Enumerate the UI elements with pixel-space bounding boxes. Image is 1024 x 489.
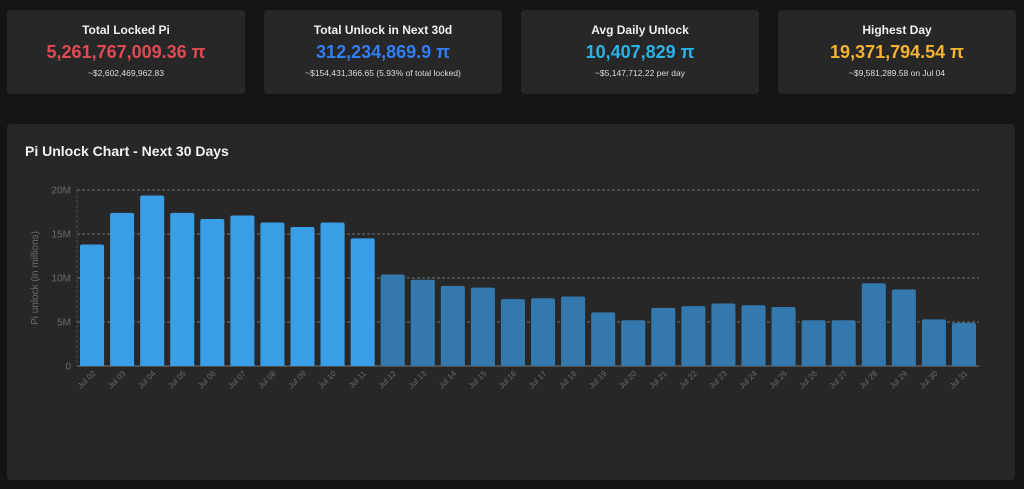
bar-jul-13 [410,279,435,366]
y-tick-label: 5M [57,318,71,329]
y-tick-label: 0 [65,362,71,373]
x-tick-label: Jul 29 [888,369,910,391]
bar-jul-16 [500,299,525,366]
bar-jul-30 [921,319,946,366]
x-tick-label: Jul 18 [557,369,579,391]
x-tick-label: Jul 09 [286,369,308,391]
x-tick-label: Jul 16 [497,369,519,391]
bar-jul-11 [350,238,375,366]
x-tick-label: Jul 15 [467,369,489,391]
avg-daily-card: Avg Daily Unlock 10,407,829 π ~$5,147,71… [521,10,759,94]
x-tick-label: Jul 31 [948,369,970,391]
bar-jul-31 [951,322,976,366]
avg-daily-value: 10,407,829 π [585,42,695,62]
card-title: Avg Daily Unlock [591,23,689,37]
x-tick-label: Jul 27 [828,369,850,391]
bar-jul-18 [561,296,586,366]
card-title: Total Unlock in Next 30d [313,23,453,37]
card-title: Total Locked Pi [82,23,170,37]
bar-jul-29 [891,289,916,366]
bar-jul-09 [290,226,315,366]
bar-jul-28 [861,283,886,366]
bar-jul-04 [140,195,165,366]
avg-daily-usd: ~$5,147,712.22 per day [594,68,686,78]
bar-jul-20 [621,320,646,366]
x-tick-label: Jul 28 [858,369,880,391]
total-locked-card: Total Locked Pi 5,261,767,009.36 π ~$2,6… [7,10,245,94]
unlock-30d-card: Total Unlock in Next 30d 312,234,869.9 π… [264,10,502,94]
bar-jul-22 [681,306,706,366]
bar-jul-12 [380,274,405,366]
bar-jul-26 [801,320,826,366]
highest-day-usd: ~$9,581,289.58 on Jul 04 [848,68,946,78]
x-tick-label: Jul 26 [798,369,820,391]
highest-day-card: Highest Day 19,371,794.54 π ~$9,581,289.… [778,10,1016,94]
y-tick-label: 20M [52,186,71,197]
bar-jul-05 [170,212,195,366]
bar-jul-03 [110,212,135,366]
bar-jul-23 [711,303,736,366]
x-tick-label: Jul 17 [527,369,549,391]
total-locked-value: 5,261,767,009.36 π [46,42,206,62]
bar-jul-25 [771,307,796,366]
bar-jul-27 [831,320,856,366]
summary-cards: Total Locked Pi 5,261,767,009.36 π ~$2,6… [7,10,1016,94]
x-tick-label: Jul 12 [377,369,399,391]
x-tick-label: Jul 06 [196,369,218,391]
x-tick-label: Jul 20 [617,369,639,391]
x-tick-label: Jul 02 [76,369,98,391]
bar-jul-17 [531,298,556,366]
total-locked-usd: ~$2,602,469,962.83 [88,68,164,78]
x-tick-label: Jul 19 [587,369,609,391]
y-tick-label: 15M [52,230,71,241]
unlock-30d-value: 312,234,869.9 π [316,42,450,62]
x-tick-label: Jul 10 [317,369,339,391]
bar-jul-08 [260,222,285,366]
unlock-30d-usd: ~$154,431,366.65 (5.93% of total locked) [305,68,461,78]
y-tick-label: 10M [52,274,71,285]
x-tick-label: Jul 08 [256,369,278,391]
x-tick-label: Jul 13 [407,369,429,391]
x-tick-label: Jul 03 [106,369,128,391]
x-tick-label: Jul 04 [136,369,158,391]
bar-jul-14 [440,285,465,366]
bar-jul-06 [200,219,225,366]
x-tick-label: Jul 11 [347,369,368,390]
x-tick-label: Jul 25 [768,369,790,391]
x-tick-label: Jul 22 [677,369,699,391]
chart-panel: Pi Unlock Chart - Next 30 Days 0 5M 10M 15M… [7,124,1015,480]
bar-jul-24 [741,305,766,366]
x-tick-label: Jul 23 [707,369,729,391]
card-title: Highest Day [862,23,932,37]
bar-jul-02 [80,244,105,366]
x-tick-label: Jul 05 [166,369,188,391]
y-axis-label: Pi unlock (in millions) [30,231,41,325]
unlock-bar-chart: 0 5M 10M 15M 20M Pi unlock (in millions) Jul 0… [30,186,979,391]
x-tick-label: Jul 14 [437,369,459,391]
x-tick-label: Jul 07 [226,369,248,391]
bar-jul-19 [591,312,616,366]
x-tick-label: Jul 24 [737,369,759,391]
bar-jul-10 [320,222,345,366]
x-tick-label: Jul 30 [918,369,940,391]
chart-title: Pi Unlock Chart - Next 30 Days [25,143,229,159]
x-tick-label: Jul 21 [647,369,669,391]
bar-jul-15 [470,287,495,366]
bar-jul-21 [651,307,676,366]
bar-jul-07 [230,215,255,366]
highest-day-value: 19,371,794.54 π [830,42,964,62]
